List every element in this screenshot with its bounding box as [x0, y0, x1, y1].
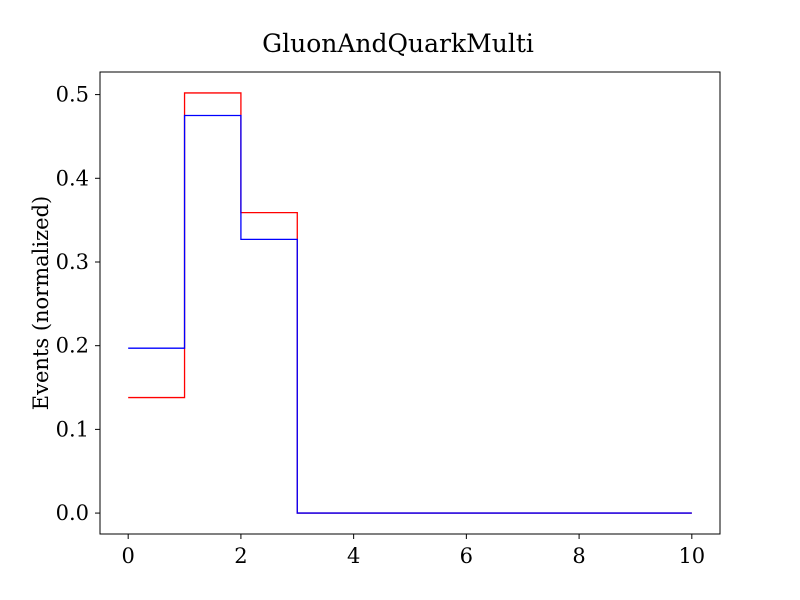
x-tick-label: 10	[678, 544, 705, 568]
x-tick-label: 4	[347, 544, 360, 568]
y-tick-label: 0.1	[56, 417, 89, 441]
y-tick-label: 0.4	[56, 166, 89, 190]
y-tick-label: 0.2	[56, 334, 89, 358]
chart-title: GluonAndQuarkMulti	[262, 29, 534, 58]
x-tick-label: 2	[234, 544, 247, 568]
x-axis-ticks: 0 2 4 6 8 10	[121, 534, 705, 568]
y-axis-title: Events (normalized)	[29, 196, 53, 410]
x-tick-label: 0	[121, 544, 134, 568]
axes-layer	[99, 71, 721, 535]
plot-frame	[99, 71, 721, 535]
y-tick-label: 0.0	[56, 501, 89, 525]
series-line-2	[128, 114, 692, 514]
series-layer	[128, 92, 692, 514]
x-tick-label: 6	[460, 544, 473, 568]
y-tick-label: 0.3	[56, 250, 89, 274]
y-tick-label: 0.5	[56, 83, 89, 107]
x-tick-label: 8	[572, 544, 585, 568]
y-axis-ticks: 0.0 0.1 0.2 0.3 0.4 0.5	[56, 83, 100, 525]
series-line-1	[128, 92, 692, 514]
